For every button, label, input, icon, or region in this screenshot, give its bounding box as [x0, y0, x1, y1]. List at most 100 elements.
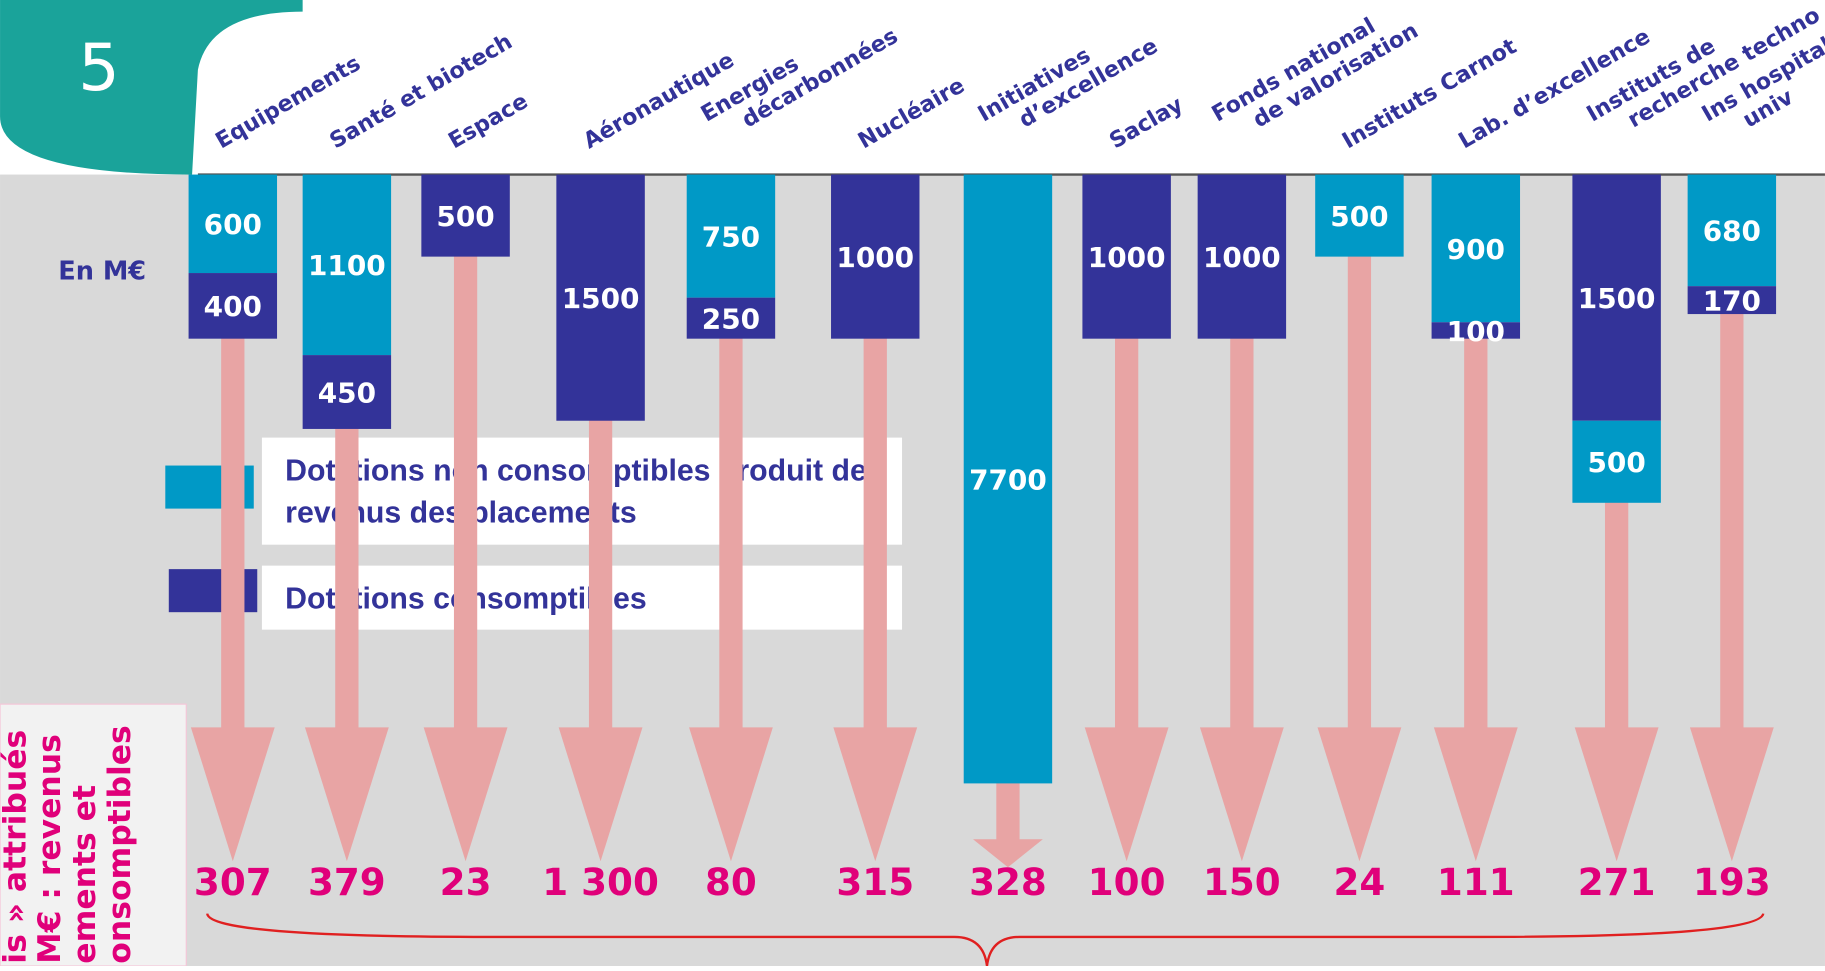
- annual-value-label: 1 300: [542, 860, 659, 904]
- bar-segment: [1431, 174, 1521, 323]
- bar-segment: [188, 273, 278, 339]
- category-label-line: Espace: [444, 88, 532, 154]
- arrow-head: [973, 839, 1043, 868]
- annual-value-label: 150: [1203, 860, 1281, 904]
- bar-segment: [831, 174, 920, 339]
- bar-value-label: 450: [318, 376, 376, 409]
- arrow-head: [558, 727, 643, 862]
- bar-segment: [302, 355, 392, 429]
- arrow-head: [190, 727, 275, 862]
- bar-segment: [1197, 174, 1287, 339]
- arrow-head: [304, 727, 389, 862]
- annual-value-label: 379: [308, 860, 386, 904]
- bar-segment: [1572, 420, 1661, 503]
- legend-entry: Dotations consomptibles: [285, 580, 647, 616]
- arrow-shaft: [221, 336, 245, 730]
- category-label: Espace: [444, 88, 532, 154]
- annual-value-label: 315: [836, 860, 914, 904]
- bar-segment: [556, 174, 645, 421]
- annual-value-label: 307: [194, 860, 272, 904]
- arrow-shaft: [588, 418, 613, 730]
- bar-segment: [686, 174, 776, 298]
- bar-value-label: 1500: [562, 282, 640, 315]
- bar-segment: [1687, 286, 1777, 315]
- category-label-line: Nucléaire: [854, 72, 969, 154]
- arrow-shaft: [335, 426, 359, 730]
- arrow-shaft: [719, 336, 743, 730]
- bar-segment: [963, 174, 1053, 784]
- arrow-shaft: [1347, 254, 1372, 730]
- arrow-shaft: [1720, 311, 1744, 730]
- arrow-head: [1433, 727, 1518, 862]
- annual-value-label: 23: [440, 860, 492, 904]
- bar-segment: [686, 297, 776, 339]
- legend-entry: Dotations non consomptibles produit des …: [285, 452, 884, 530]
- bar-value-label: 500: [436, 200, 494, 233]
- bar-segment: [1315, 174, 1404, 257]
- bar-segment: [1082, 174, 1171, 339]
- legend-box: [261, 565, 903, 630]
- bar-value-label: 1100: [308, 249, 386, 282]
- annual-value-label: 24: [1334, 860, 1386, 904]
- arrow-head: [1084, 727, 1169, 862]
- bar-value-label: 100: [1447, 315, 1505, 348]
- legend-text: Dotations non consomptibles produit des …: [285, 452, 884, 530]
- arrow-shaft: [1464, 336, 1488, 730]
- bar-value-label: 750: [702, 220, 760, 253]
- legend-box: [261, 437, 903, 545]
- annual-value-label: 80: [705, 860, 757, 904]
- badge: [0, 0, 303, 175]
- arrow-head: [1574, 727, 1659, 862]
- bar-value-label: 250: [702, 302, 760, 335]
- arrow-head: [689, 727, 773, 862]
- bar-value-label: 1000: [1203, 241, 1281, 274]
- legend-text: Dotations consomptibles: [285, 580, 647, 616]
- bar-value-label: 1000: [836, 241, 914, 274]
- arrow-shaft: [1230, 336, 1254, 730]
- bar-segment: [188, 174, 278, 274]
- arrow-head: [1199, 727, 1284, 862]
- bar-value-label: 500: [1587, 446, 1645, 479]
- side-panel: [0, 703, 187, 967]
- side-label-line: M€ : revenus: [32, 734, 68, 964]
- annual-value-label: 100: [1088, 860, 1166, 904]
- annual-value-label: 328: [969, 860, 1047, 904]
- badge-number: 5: [78, 31, 119, 106]
- arrow-head: [1689, 727, 1774, 862]
- bar-segment: [1687, 174, 1777, 287]
- arrow-head: [1317, 727, 1402, 862]
- bar-value-label: 680: [1703, 215, 1761, 248]
- category-label-line: Saclay: [1105, 91, 1188, 154]
- annual-value-label: 271: [1578, 860, 1656, 904]
- side-label-line: ements et: [67, 785, 103, 964]
- bar-segment: [421, 174, 510, 257]
- side-label-line: onsomptibles: [102, 725, 138, 963]
- annual-value-label: 111: [1437, 860, 1515, 904]
- bar-value-label: 400: [204, 290, 262, 323]
- arrow-shaft: [863, 336, 887, 730]
- bar-value-label: 170: [1703, 284, 1761, 317]
- arrow-shaft: [1604, 500, 1629, 730]
- bar-value-label: 7700: [969, 463, 1047, 496]
- bar-value-label: 500: [1330, 200, 1388, 233]
- bar-value-label: 600: [204, 208, 262, 241]
- bar-segment: [1572, 174, 1661, 421]
- arrow-head: [423, 727, 508, 862]
- arrow-shaft: [996, 781, 1020, 842]
- category-label: Saclay: [1105, 91, 1188, 154]
- side-label-line: is » attribués: [0, 730, 33, 964]
- category-label: Nucléaire: [854, 72, 969, 154]
- unit-label: En M€: [58, 256, 146, 286]
- arrow-shaft: [453, 254, 478, 730]
- arrow-shaft: [1115, 336, 1139, 730]
- annual-value-label: 193: [1693, 860, 1771, 904]
- bar-segment: [1431, 322, 1521, 339]
- bar-segment: [302, 174, 392, 356]
- arrow-head: [833, 727, 918, 862]
- bar-value-label: 1000: [1088, 241, 1166, 274]
- bar-value-label: 900: [1447, 233, 1505, 266]
- bar-value-label: 1500: [1578, 282, 1656, 315]
